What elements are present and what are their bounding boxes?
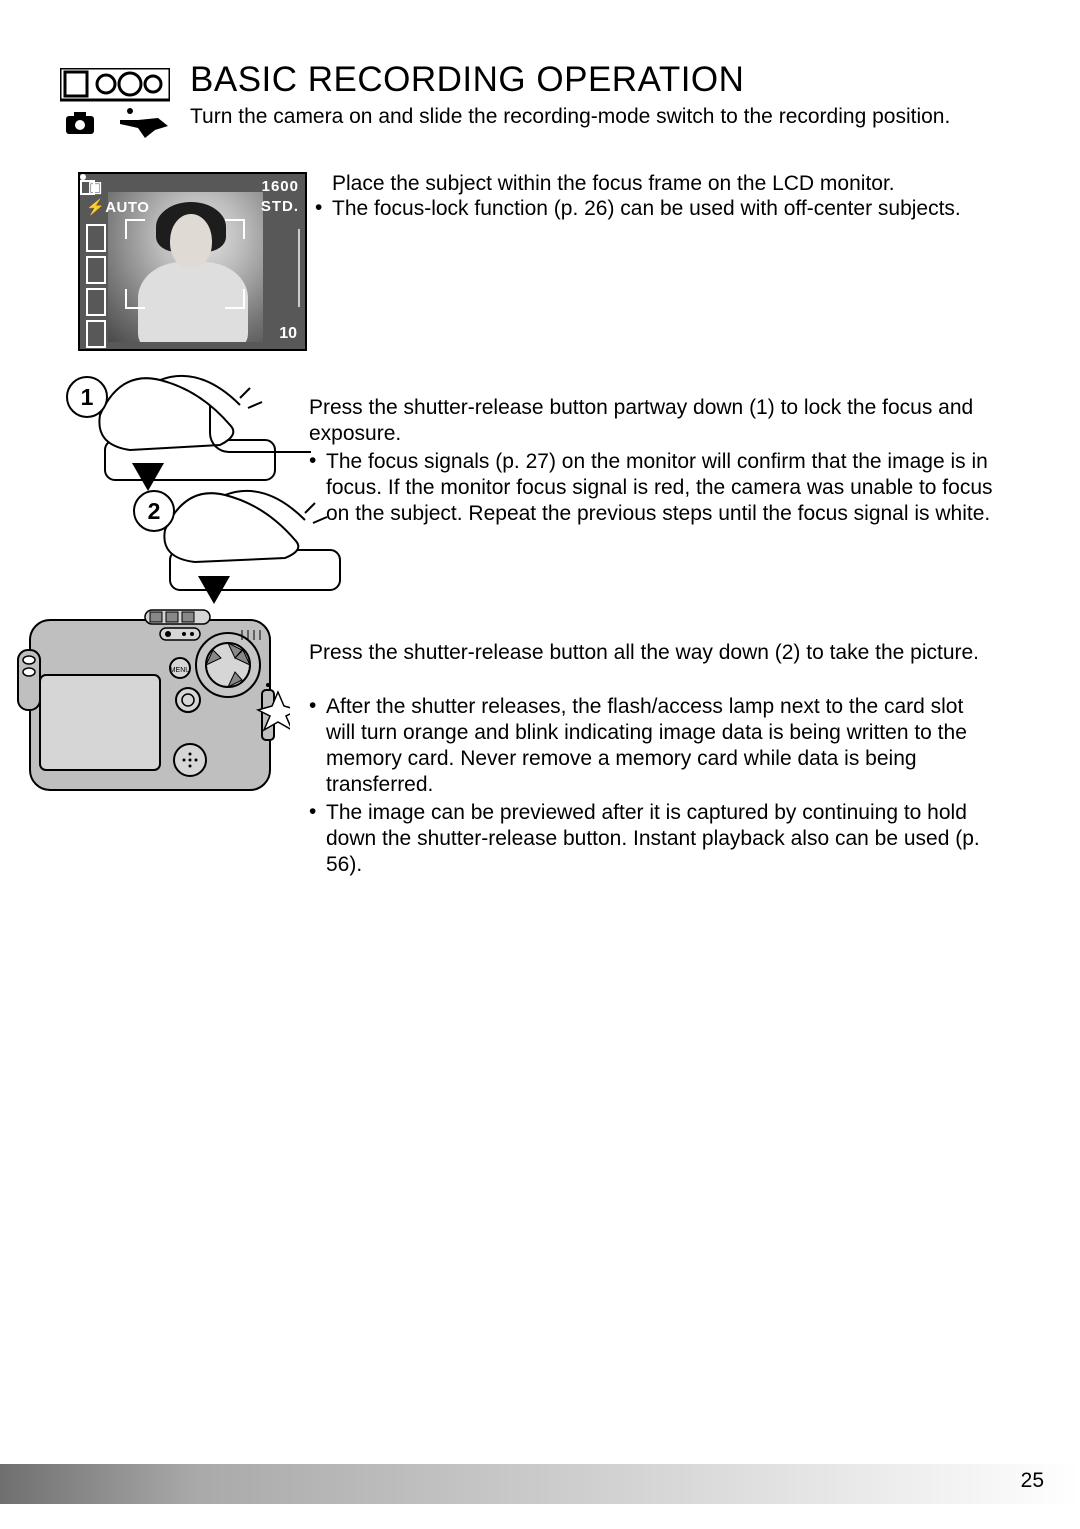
page-subtitle: Turn the camera on and slide the recordi… xyxy=(190,105,950,129)
section2-text: Press the shutter-release button partway… xyxy=(309,395,989,447)
section3-bullet2: The image can be previewed after it is c… xyxy=(326,800,996,878)
focus-bracket xyxy=(225,289,245,309)
quality-label: STD. xyxy=(261,198,299,215)
section2-bullet: The focus signals (p. 27) on the monitor… xyxy=(326,449,1006,527)
frame-counter: 10 xyxy=(279,325,297,343)
flash-mode-label: ⚡AUTO xyxy=(86,198,149,216)
section3-bullet1: After the shutter releases, the flash/ac… xyxy=(326,694,996,798)
camera-icon: ▣ xyxy=(88,178,102,196)
flash-icon: ⚡ xyxy=(86,199,105,216)
step-1-marker: 1 xyxy=(66,376,108,418)
camera-back-illustration: MENU xyxy=(10,590,290,810)
zoom-track xyxy=(298,229,300,307)
battery-bars-icon xyxy=(86,224,106,352)
bullet-dot: • xyxy=(315,196,322,220)
focus-bracket xyxy=(125,219,145,239)
focus-bracket xyxy=(125,289,145,309)
section-header-icon xyxy=(60,68,170,138)
step-2-marker: 2 xyxy=(133,490,175,532)
flash-text: AUTO xyxy=(105,199,149,216)
footer-gradient-bar xyxy=(0,1464,1080,1504)
page-number: 25 xyxy=(1021,1469,1044,1493)
focus-bracket xyxy=(225,219,245,239)
lcd-preview: ▣ ⚡AUTO 1600 STD. 10 xyxy=(78,172,307,351)
manual-page: BASIC RECORDING OPERATION Turn the camer… xyxy=(0,0,1080,1529)
hand-press-full-illustration xyxy=(155,480,355,605)
bullet-dot: • xyxy=(309,800,316,824)
callout-line xyxy=(209,405,311,453)
svg-text:MENU: MENU xyxy=(170,667,191,674)
resolution-label: 1600 xyxy=(262,178,299,195)
page-title: BASIC RECORDING OPERATION xyxy=(190,60,744,100)
section1-bullet: The focus-lock function (p. 26) can be u… xyxy=(332,196,972,222)
bullet-dot: • xyxy=(309,449,316,473)
section1-text: Place the subject within the focus frame… xyxy=(332,172,895,196)
bullet-dot: • xyxy=(309,694,316,718)
section3-text: Press the shutter-release button all the… xyxy=(309,640,989,666)
